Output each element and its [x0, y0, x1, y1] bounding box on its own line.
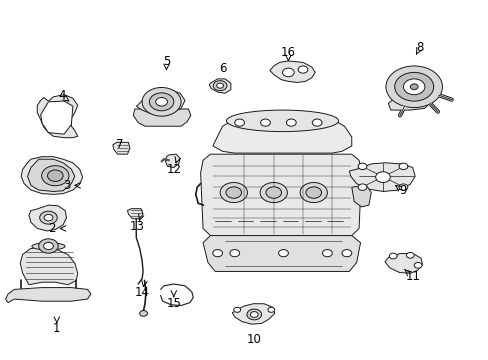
Polygon shape [269, 61, 315, 82]
Polygon shape [27, 159, 75, 192]
Circle shape [216, 83, 223, 88]
Circle shape [250, 312, 258, 318]
Polygon shape [133, 109, 190, 126]
Text: 12: 12 [166, 163, 181, 176]
Circle shape [305, 187, 321, 198]
Polygon shape [21, 157, 82, 194]
Circle shape [375, 172, 389, 183]
Polygon shape [232, 304, 274, 324]
Circle shape [286, 119, 296, 126]
Text: 1: 1 [53, 322, 61, 335]
Polygon shape [37, 95, 78, 138]
Text: 16: 16 [280, 46, 295, 59]
Circle shape [44, 215, 53, 221]
Circle shape [260, 183, 287, 203]
Circle shape [39, 239, 58, 253]
Polygon shape [212, 119, 351, 153]
Circle shape [246, 309, 261, 320]
Circle shape [149, 93, 173, 111]
Text: 9: 9 [398, 184, 406, 197]
Circle shape [213, 81, 226, 91]
Circle shape [212, 249, 222, 257]
Text: 4: 4 [58, 89, 65, 102]
Polygon shape [127, 209, 143, 219]
Circle shape [267, 307, 274, 312]
Circle shape [388, 253, 396, 259]
Circle shape [300, 183, 327, 203]
Circle shape [41, 166, 69, 186]
Polygon shape [165, 154, 180, 167]
Polygon shape [29, 205, 66, 231]
Circle shape [229, 249, 239, 257]
Circle shape [225, 187, 241, 198]
Text: 5: 5 [163, 55, 170, 68]
Circle shape [341, 249, 351, 257]
Text: 2: 2 [48, 222, 56, 235]
Circle shape [234, 119, 244, 126]
Polygon shape [5, 288, 91, 303]
Polygon shape [351, 185, 370, 207]
Text: 11: 11 [405, 270, 419, 283]
Text: 7: 7 [116, 138, 123, 150]
Circle shape [156, 98, 167, 106]
Circle shape [322, 249, 331, 257]
Circle shape [357, 184, 366, 190]
Polygon shape [209, 79, 230, 93]
Circle shape [394, 72, 433, 101]
Polygon shape [136, 90, 184, 115]
Polygon shape [203, 235, 360, 271]
Circle shape [140, 311, 147, 316]
Polygon shape [387, 93, 430, 110]
Polygon shape [348, 163, 414, 192]
Circle shape [43, 242, 53, 249]
Text: 10: 10 [246, 333, 261, 346]
Circle shape [413, 262, 421, 268]
Circle shape [298, 66, 307, 73]
Circle shape [398, 163, 407, 170]
Circle shape [142, 87, 181, 116]
Circle shape [220, 183, 247, 203]
Circle shape [40, 211, 57, 224]
Text: 14: 14 [134, 287, 149, 300]
Circle shape [385, 66, 442, 108]
Ellipse shape [226, 110, 338, 132]
Circle shape [265, 187, 281, 198]
Circle shape [398, 184, 407, 190]
Circle shape [233, 307, 240, 312]
Circle shape [403, 79, 424, 95]
Text: 15: 15 [166, 297, 181, 310]
Circle shape [260, 119, 270, 126]
Polygon shape [41, 101, 73, 134]
Polygon shape [20, 246, 78, 285]
Circle shape [278, 249, 288, 257]
Text: 13: 13 [129, 220, 144, 233]
Ellipse shape [32, 243, 65, 250]
Circle shape [406, 252, 413, 258]
Circle shape [282, 68, 294, 77]
Circle shape [409, 84, 417, 90]
Circle shape [47, 170, 63, 181]
Text: 3: 3 [62, 179, 70, 192]
Text: 8: 8 [415, 41, 423, 54]
Circle shape [357, 163, 366, 170]
Polygon shape [384, 253, 422, 273]
Text: 6: 6 [218, 62, 226, 75]
Circle shape [312, 119, 322, 126]
Polygon shape [113, 142, 130, 154]
Polygon shape [200, 154, 361, 235]
